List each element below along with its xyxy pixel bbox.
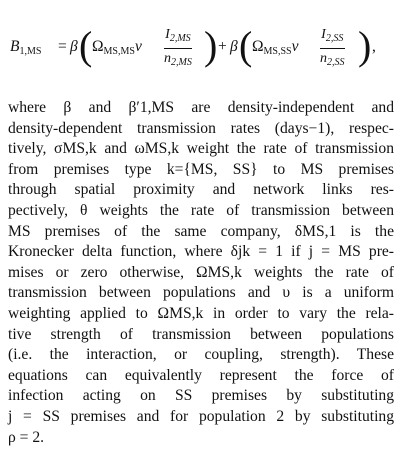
text-line: MS premises of the same company, δMS,1 i… [8,222,394,240]
text-line: transmission between populations and υ i… [8,284,394,302]
fraction-i2ss-n2ss: I2,SS n2,SS [320,27,345,68]
omega-ms-ms: ΩMS,MSν [92,38,142,57]
text-line: ρ = 2. [8,428,45,446]
text-line: (i.e. the interaction, or coupling, stre… [8,346,394,364]
text-line: tive strength of transmission between po… [8,325,394,343]
body-paragraph: where β and β′1,MS are density-independe… [8,98,394,448]
equation-b1ms: B1,MS = β ( ΩMS,MSν I2,MS n2,MS ) + β ( … [6,18,396,80]
left-paren: ( [79,23,93,68]
text-line: from premises type k={MS, SS} to MS prem… [8,160,394,178]
text-line: pectively, θ weights the rate of transmi… [8,201,394,219]
equation-lhs: B1,MS [10,38,42,57]
omega-ms-ss: ΩMS,SSν [252,38,299,57]
text-line: mises or zero otherwise, ΩMS,k weights t… [8,263,394,281]
text-line: tively, σMS,k and ωMS,k weight the rate … [8,140,394,158]
text-line: where β and β′1,MS are density-independe… [8,99,394,116]
text-line: j = SS premises and for population 2 by … [8,407,394,425]
beta-symbol: β [230,38,238,55]
text-line: equations can equivalently represent the… [8,366,394,384]
fraction-i2ms-n2ms: I2,MS n2,MS [164,27,192,68]
text-line: infection acting on SS premises by subst… [8,387,394,405]
plus-sign: + [218,38,227,55]
text-line: weighting applied to ΩMS,k in order to v… [8,304,394,322]
left-paren: ( [239,23,253,68]
text-line: density-dependent transmission rates (da… [8,119,394,137]
equation-trailing-comma: , [372,38,376,55]
right-paren: ) [358,23,372,68]
beta-symbol: β [70,38,78,55]
text-line: Kronecker delta function, where δjk = 1 … [8,243,394,261]
text-line: through spatial proximity and network li… [8,181,394,199]
equals-sign: = [58,38,67,55]
right-paren: ) [204,23,218,68]
